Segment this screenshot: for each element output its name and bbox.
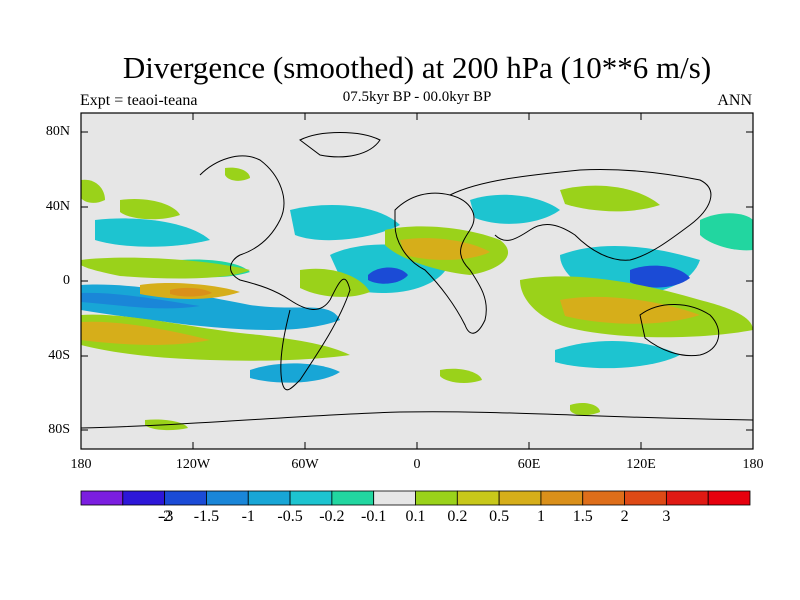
field-region — [555, 340, 680, 369]
colorbar-label: 1 — [536, 508, 545, 525]
coastline — [449, 168, 712, 261]
field-region — [368, 267, 408, 284]
x-tick-label: 60W — [291, 457, 319, 472]
colorbar-swatch — [289, 490, 333, 506]
colorbar-label: -0.2 — [319, 508, 345, 525]
coastline — [199, 155, 331, 310]
y-tick-label: 40N — [45, 199, 70, 214]
colorbar-label: -1 — [241, 508, 255, 525]
field-region — [120, 199, 180, 220]
colorbar-swatch — [624, 490, 667, 506]
colorbar-swatch — [247, 490, 291, 506]
colorbar-swatch — [415, 490, 458, 506]
map-subtitle: 07.5kyr BP - 00.0kyr BP — [342, 89, 492, 105]
colorbar-swatch — [582, 490, 625, 506]
field-region — [250, 363, 340, 383]
y-tick-label: 80N — [45, 124, 70, 139]
colorbar-label: 1.5 — [572, 508, 593, 525]
field-region — [290, 205, 400, 241]
colorbar-label: -0.1 — [361, 508, 387, 525]
field-region — [95, 218, 210, 247]
field-region — [560, 185, 660, 212]
colorbar-label: -0.5 — [277, 508, 303, 525]
field-region — [81, 257, 250, 279]
colorbar-swatch — [206, 490, 249, 506]
coastline — [80, 411, 754, 429]
divergence-field — [81, 167, 753, 431]
colorbar-swatch — [373, 490, 416, 506]
y-tick-label: 80S — [48, 422, 70, 437]
field-region — [81, 321, 210, 345]
colorbar-swatch — [707, 490, 751, 506]
colorbar-label: 2 — [620, 508, 629, 525]
field-region — [440, 368, 482, 383]
coastline — [394, 192, 487, 334]
colorbar — [80, 490, 751, 506]
colorbar-label: -2 — [157, 508, 172, 525]
colorbar-label: -1.5 — [193, 508, 220, 525]
y-tick-label: 40S — [48, 348, 70, 363]
field-region — [81, 179, 105, 203]
field-region — [560, 296, 700, 324]
colorbar-swatch — [331, 490, 375, 506]
colorbar-swatch — [498, 490, 542, 506]
coastline — [299, 132, 381, 158]
field-region — [570, 402, 600, 416]
field-region — [400, 238, 490, 260]
x-tick-label: 120W — [175, 457, 211, 472]
field-region — [470, 194, 560, 224]
colorbar-label: 3 — [662, 508, 671, 525]
y-tick-label: 0 — [63, 273, 70, 288]
x-tick-label: 180 — [70, 457, 92, 472]
x-tick-label: 120E — [626, 457, 656, 472]
experiment-label: Expt = teaoi-teana — [80, 92, 198, 109]
x-tick-label: 180 — [742, 457, 764, 472]
x-tick-label: 60E — [517, 457, 541, 472]
colorbar-label: 0.5 — [489, 508, 510, 525]
colorbar-swatch — [80, 490, 124, 506]
colorbar-swatch — [665, 490, 709, 506]
season-label: ANN — [717, 92, 752, 109]
colorbar-label: -3 — [160, 508, 174, 525]
axis-ticks — [81, 113, 753, 449]
colorbar-swatch — [456, 490, 500, 506]
field-region — [81, 284, 340, 330]
coastline — [639, 304, 720, 357]
field-region — [700, 213, 753, 251]
x-tick-label: 0 — [413, 457, 421, 472]
coastline — [280, 278, 351, 391]
colorbar-label: 0.1 — [405, 508, 426, 525]
colorbar-swatch — [540, 490, 584, 506]
field-region — [81, 292, 200, 309]
field-region — [630, 265, 690, 288]
field-region — [170, 287, 212, 297]
coastlines — [80, 132, 754, 429]
field-region — [300, 268, 370, 297]
colorbar-swatch — [164, 490, 207, 506]
map-title: Divergence (smoothed) at 200 hPa (10**6 … — [122, 50, 712, 85]
colorbar-label: 0.2 — [447, 508, 468, 525]
colorbar-swatch — [122, 490, 166, 506]
field-region — [225, 167, 250, 181]
